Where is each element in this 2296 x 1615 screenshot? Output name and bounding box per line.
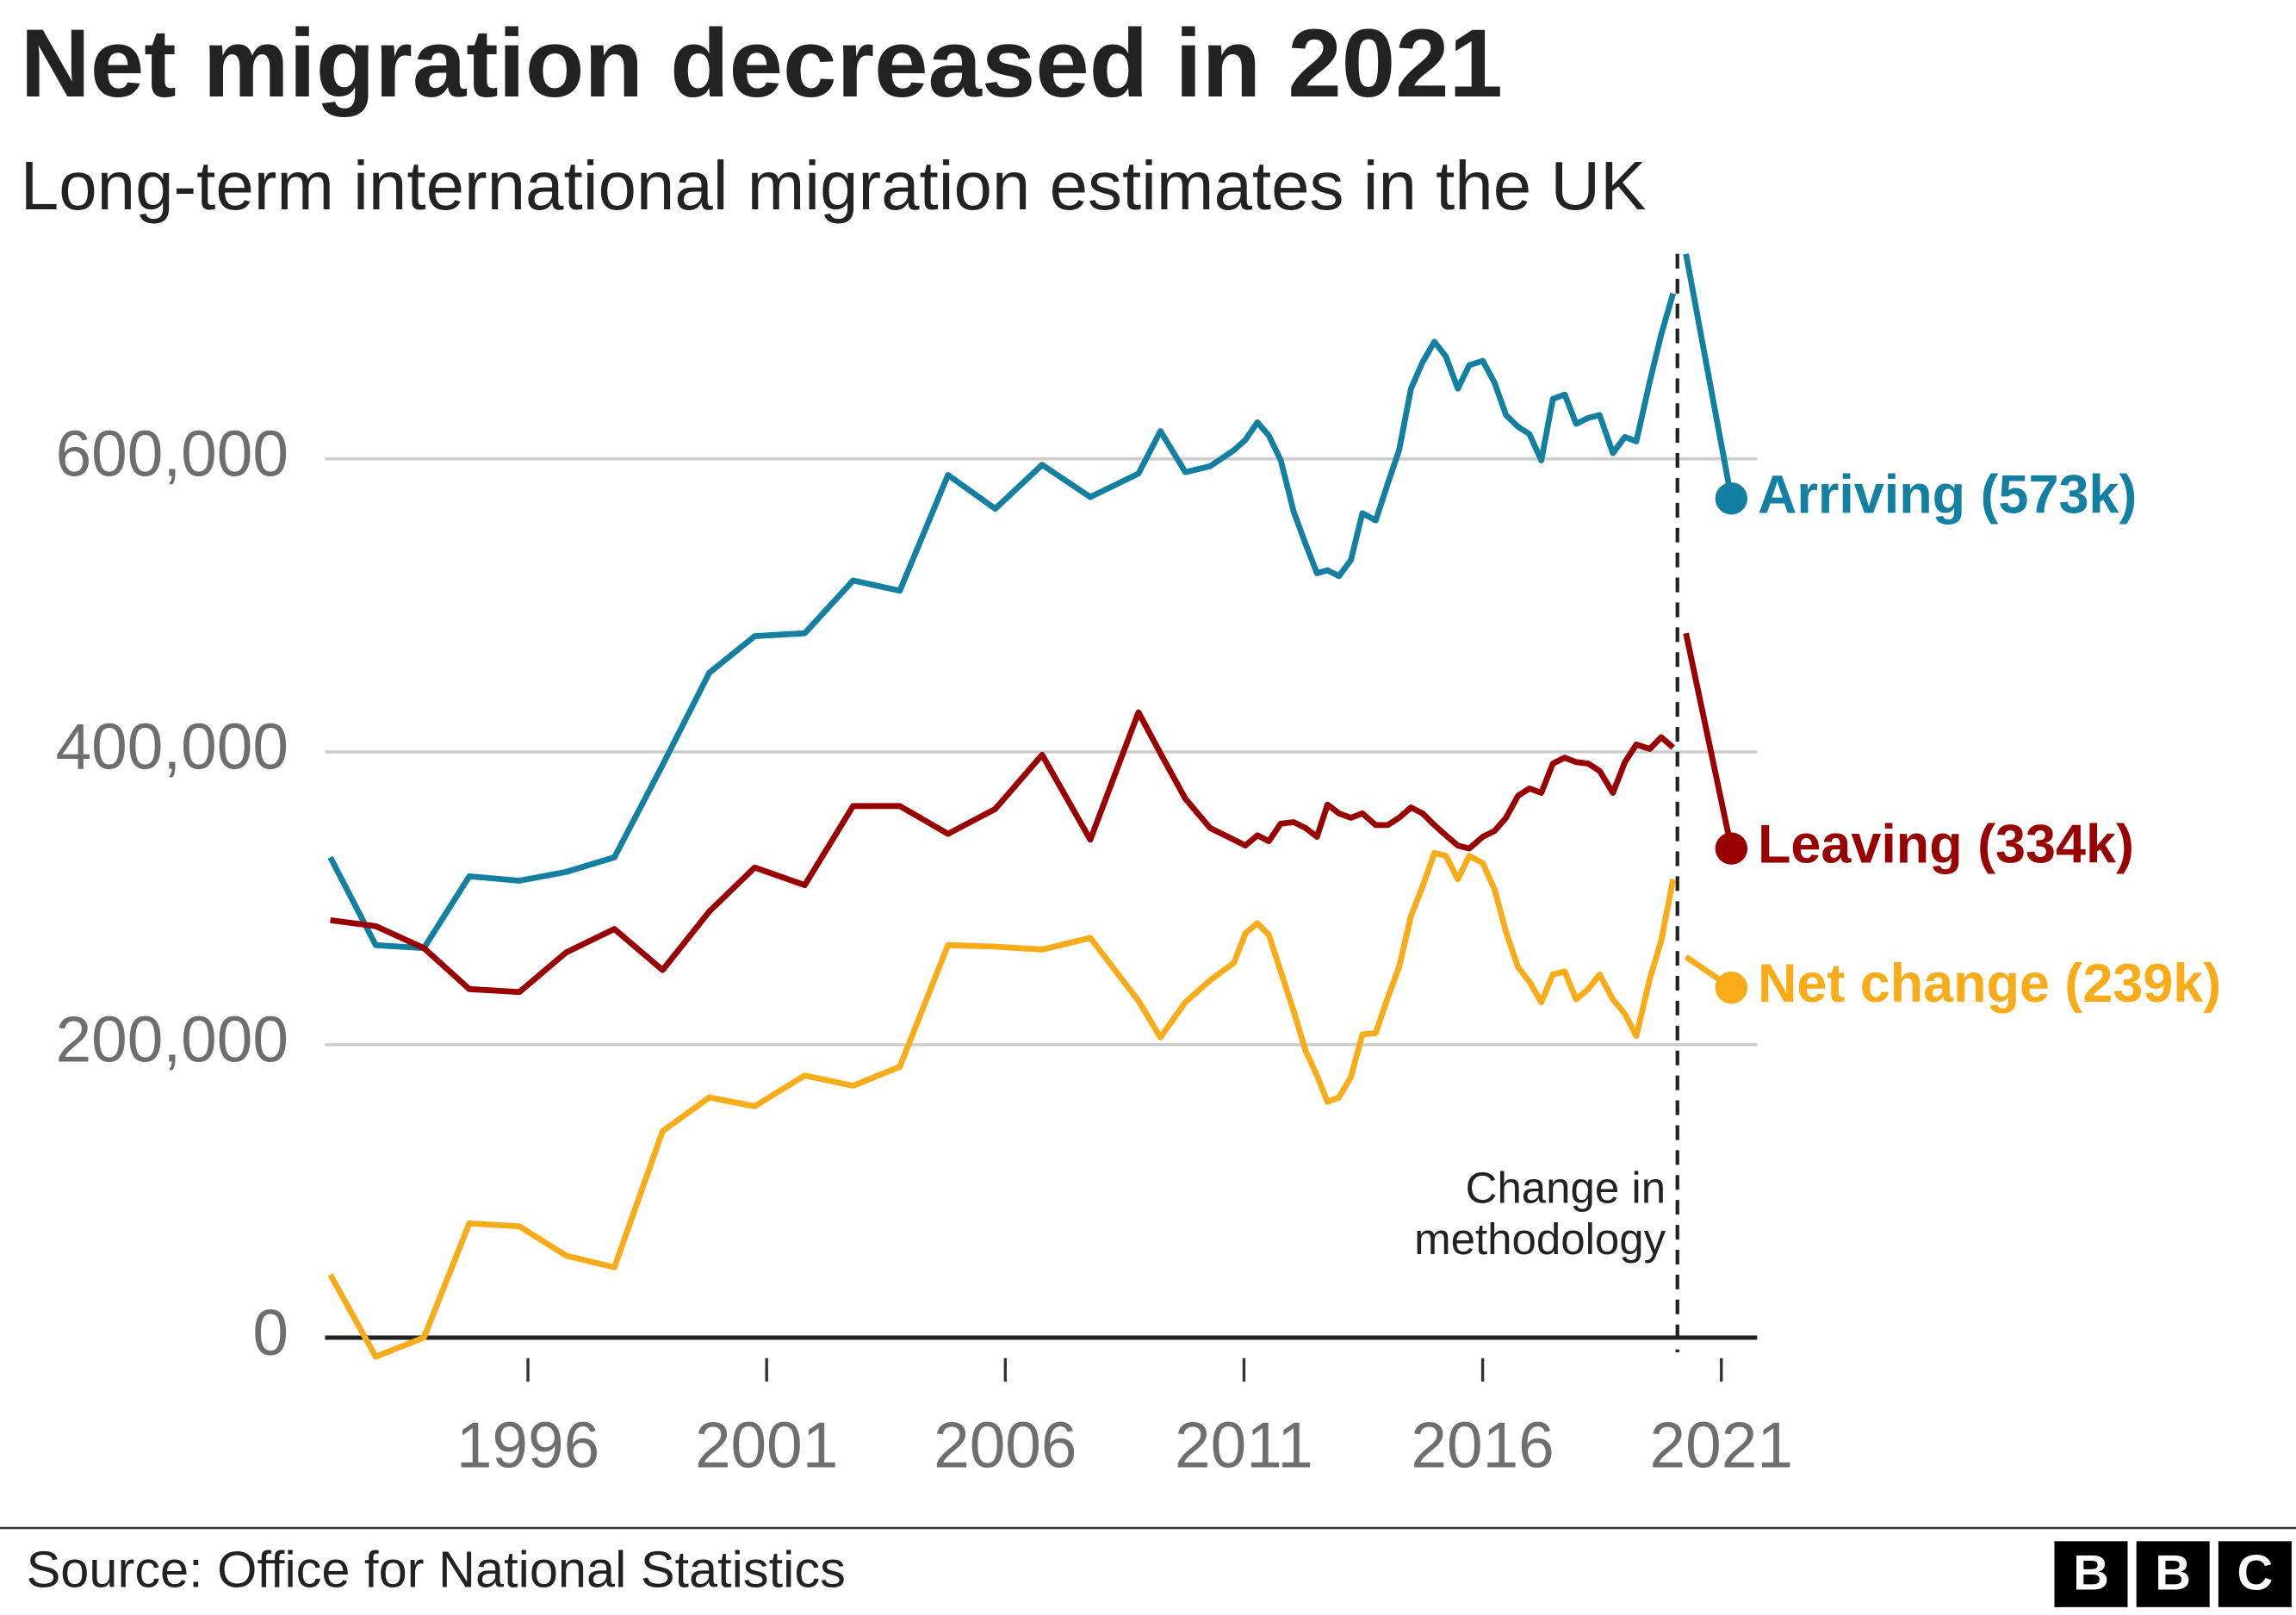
source: Source: Office for National Statistics [27,1540,846,1598]
plot: 0 200,000 400,000 600,000 1996 2001 2006 2011 20… [56,253,2221,1481]
series-line [327,253,1734,952]
y-tick-label: 200,000 [56,1003,289,1076]
x-tick-label: 2011 [1175,1409,1313,1481]
series-line [330,632,1734,996]
logo-letter: C [2237,1545,2274,1600]
x-tick-label: 2021 [1650,1409,1793,1481]
x-tick-label: 2006 [934,1409,1077,1481]
chart-title: Net migration decreased in 2021 [21,9,1503,117]
annotation: methodology [1414,1214,1666,1264]
x-tick-label: 1996 [456,1409,599,1481]
y-tick-label: 0 [252,1296,289,1369]
x-tick-label: 2016 [1411,1409,1554,1481]
logo-block [2218,1541,2292,1607]
logo-letter: B [2073,1545,2109,1600]
series-label: Leaving (334k) [1758,815,2134,875]
x-tick-label: 2001 [695,1409,838,1481]
end-point [1715,971,1748,1004]
logo-block [2054,1541,2128,1607]
end-point [1715,832,1748,865]
annotation: Change in [1466,1163,1666,1212]
logo-block [2136,1541,2210,1607]
series-label: Arriving (573k) [1758,464,2137,525]
chart-subtitle: Long-term international migration estima… [21,147,1647,224]
y-tick-label: 600,000 [56,418,289,490]
end-point [1715,482,1748,515]
y-tick-label: 400,000 [56,711,289,783]
series-label: Net change (239k) [1758,953,2221,1014]
logo-letter: B [2155,1545,2191,1600]
